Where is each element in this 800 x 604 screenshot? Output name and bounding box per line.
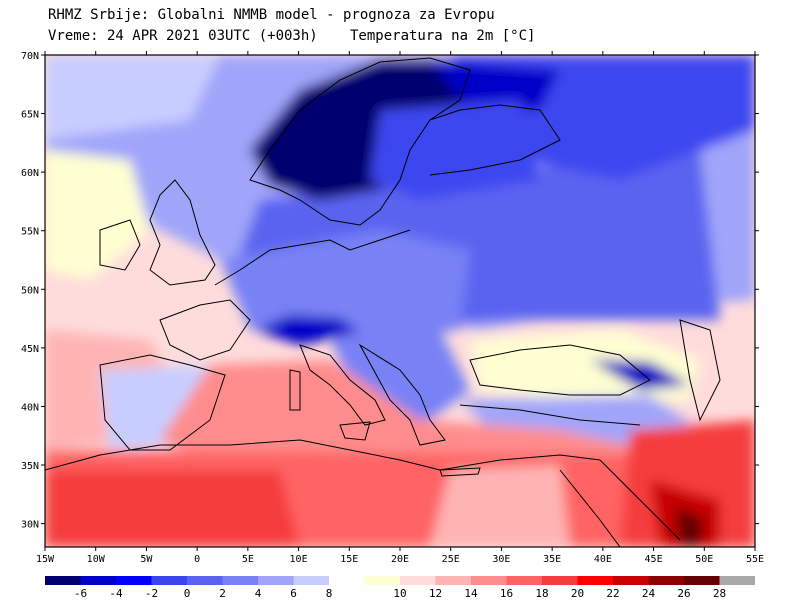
- colorbar-label: 10: [393, 587, 406, 600]
- colorbar-label: 26: [677, 587, 690, 600]
- colorbar-swatch: [471, 576, 507, 585]
- lon-label: 15E: [340, 554, 358, 565]
- colorbar-label: 8: [326, 587, 333, 600]
- colorbar-swatch: [151, 576, 187, 585]
- lon-label: 0: [194, 554, 200, 565]
- lon-label: 10W: [87, 554, 106, 565]
- lon-label: 15W: [36, 554, 55, 565]
- colorbar-label: 16: [500, 587, 513, 600]
- colorbar-swatch: [506, 576, 542, 585]
- colorbar-label: -2: [145, 587, 158, 600]
- lat-label: 65N: [21, 110, 39, 121]
- colorbar-swatch: [613, 576, 649, 585]
- colorbar-swatch: [648, 576, 684, 585]
- variable-label: Temperatura na 2m [°C]: [350, 28, 536, 44]
- colorbar-swatch: [187, 576, 223, 585]
- colorbar-swatch: [45, 576, 81, 585]
- forecast-time: Vreme: 24 APR 2021 03UTC (+003h): [48, 28, 318, 44]
- lon-label: 35E: [543, 554, 561, 565]
- colorbar-swatch: [684, 576, 720, 585]
- colorbar-swatch: [577, 576, 613, 585]
- colorbar-swatch: [222, 576, 258, 585]
- colorbar-swatch: [116, 576, 152, 585]
- colorbar-label: 2: [219, 587, 226, 600]
- lon-label: 25E: [442, 554, 460, 565]
- lon-label: 55E: [746, 554, 764, 565]
- colorbar-label: 14: [464, 587, 478, 600]
- lat-label: 60N: [21, 168, 39, 179]
- colorbar-label: -6: [74, 587, 87, 600]
- colorbar-swatch: [400, 576, 436, 585]
- colorbar-label: 22: [606, 587, 619, 600]
- lon-label: 30E: [492, 554, 510, 565]
- lat-label: 70N: [21, 51, 39, 62]
- colorbar-label: 20: [571, 587, 584, 600]
- colorbar-swatch: [364, 576, 400, 585]
- colorbar-label: 6: [290, 587, 297, 600]
- colorbar-swatch: [329, 576, 365, 585]
- colorbar-swatch: [719, 576, 755, 585]
- latitude-axis: 70N 65N 60N 55N 50N 45N 40N 35N 30N: [21, 51, 759, 531]
- colorbar: -6 -4 -2 0 2 4 6 8 10 12 14 16 18 20 22 24 26 28: [45, 576, 755, 600]
- lat-label: 50N: [21, 285, 39, 296]
- lon-label: 5W: [140, 554, 153, 565]
- coastlines: [45, 57, 721, 547]
- lat-label: 35N: [21, 461, 39, 472]
- colorbar-swatch: [80, 576, 116, 585]
- map-title: RHMZ Srbije: Globalni NMMB model - progn…: [48, 7, 495, 23]
- colorbar-label: 0: [184, 587, 191, 600]
- colorbar-label: -4: [109, 587, 123, 600]
- colorbar-label: 12: [429, 587, 442, 600]
- colorbar-label: 24: [642, 587, 656, 600]
- lon-label: 50E: [695, 554, 713, 565]
- colorbar-label: 28: [713, 587, 726, 600]
- lon-label: 5E: [242, 554, 254, 565]
- lon-label: 45E: [645, 554, 663, 565]
- colorbar-swatch: [542, 576, 578, 585]
- lon-label: 10E: [290, 554, 308, 565]
- longitude-axis: 15W 10W 5W 0 5E 10E 15E 20E 25E 30E 35E 40E 45E 50E 55…: [36, 51, 764, 565]
- colorbar-swatch: [293, 576, 329, 585]
- colorbar-swatch: [435, 576, 471, 585]
- lat-label: 30N: [21, 520, 39, 531]
- lon-label: 20E: [391, 554, 409, 565]
- lat-label: 45N: [21, 344, 39, 355]
- lat-label: 55N: [21, 227, 39, 238]
- lon-label: 40E: [594, 554, 612, 565]
- lat-label: 40N: [21, 402, 39, 413]
- temperature-field: [45, 55, 755, 547]
- colorbar-swatch: [258, 576, 294, 585]
- colorbar-label: 18: [535, 587, 548, 600]
- colorbar-label: 4: [255, 587, 262, 600]
